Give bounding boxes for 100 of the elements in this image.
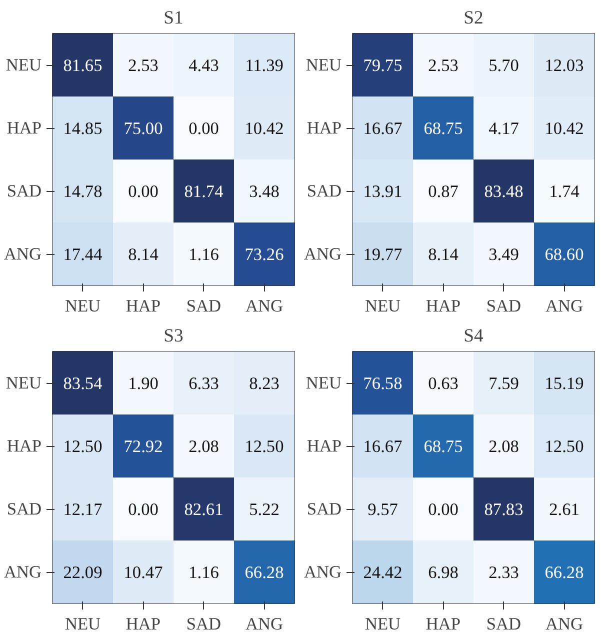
data-label: 8.14 [428, 245, 459, 264]
x-tick-label: ANG [245, 614, 284, 634]
data-label: 87.83 [484, 500, 524, 519]
data-label: 5.70 [488, 56, 519, 75]
data-label: 3.48 [249, 182, 280, 201]
y-tick-label: SAD [6, 500, 42, 518]
data-label: 73.26 [244, 245, 284, 264]
data-label: 72.92 [124, 437, 163, 456]
data-label: 66.28 [244, 563, 284, 582]
data-label: 9.57 [368, 500, 398, 519]
data-label: 0.00 [128, 500, 158, 519]
data-label: 83.54 [63, 374, 103, 393]
data-label: 22.09 [63, 563, 102, 582]
chart-title: S1 [164, 8, 184, 28]
data-label: 2.33 [488, 563, 519, 582]
y-tick-label: NEU [306, 56, 342, 74]
chart-title: S4 [464, 326, 484, 346]
data-label: 2.53 [428, 56, 458, 75]
data-label: 6.98 [428, 563, 458, 582]
x-tick-label: HAP [126, 614, 161, 634]
x-tick-label: NEU [64, 614, 102, 634]
y-tick-label: HAP [306, 118, 342, 138]
data-label: 12.17 [63, 500, 103, 519]
data-label: 81.65 [63, 56, 102, 75]
data-label: 19.77 [363, 245, 403, 264]
data-label: 81.74 [184, 182, 224, 201]
x-tick-label: ANG [545, 296, 584, 316]
data-label: 7.59 [488, 374, 519, 393]
data-label: 24.42 [363, 563, 402, 582]
data-label: 10.42 [544, 119, 584, 138]
data-label: 6.33 [188, 374, 219, 393]
data-label: 12.50 [244, 437, 284, 456]
y-tick-label: SAD [6, 182, 42, 200]
data-label: 10.47 [124, 563, 164, 582]
data-label: 0.00 [188, 119, 219, 138]
y-tick-label: SAD [306, 182, 342, 200]
y-tick-label: HAP [6, 436, 42, 456]
y-tick-label: HAP [6, 118, 42, 138]
data-label: 11.39 [245, 56, 284, 75]
data-label: 5.22 [249, 500, 280, 519]
x-tick-label: SAD [486, 296, 522, 316]
data-label: 17.44 [63, 245, 103, 264]
x-tick-label: ANG [545, 614, 584, 634]
x-tick-label: HAP [426, 296, 461, 316]
data-label: 13.91 [363, 182, 402, 201]
data-label: 15.19 [544, 374, 584, 393]
data-label: 8.14 [128, 245, 159, 264]
data-label: 2.53 [128, 56, 158, 75]
data-label: 68.75 [424, 437, 463, 456]
y-tick-label: NEU [6, 56, 42, 74]
data-label: 0.63 [428, 374, 458, 393]
data-label: 83.48 [484, 182, 524, 201]
x-tick-label: ANG [245, 296, 284, 316]
data-label: 16.67 [363, 119, 403, 138]
data-label: 0.00 [128, 182, 158, 201]
y-tick-label: HAP [306, 436, 342, 456]
chart-title: S2 [464, 8, 484, 28]
y-tick-label: ANG [4, 562, 42, 582]
data-label: 12.50 [544, 437, 584, 456]
x-tick-label: NEU [364, 296, 402, 316]
chart-title: S3 [164, 326, 184, 346]
data-label: 79.75 [363, 56, 402, 75]
data-label: 1.90 [128, 374, 158, 393]
data-label: 75.00 [124, 119, 163, 138]
data-label: 12.50 [63, 437, 102, 456]
x-tick-label: HAP [126, 296, 161, 316]
data-label: 0.87 [428, 182, 459, 201]
data-label: 10.42 [244, 119, 284, 138]
data-label: 68.60 [544, 245, 584, 264]
data-label: 4.17 [488, 119, 520, 138]
data-label: 1.16 [188, 245, 220, 264]
y-tick-label: ANG [304, 244, 342, 264]
data-label: 2.61 [549, 500, 580, 519]
data-label: 14.85 [63, 119, 102, 138]
x-tick-label: SAD [186, 614, 222, 634]
y-tick-label: NEU [306, 374, 342, 392]
data-label: 66.28 [544, 563, 584, 582]
data-label: 3.49 [488, 245, 519, 264]
data-label: 76.58 [363, 374, 402, 393]
x-tick-label: NEU [64, 296, 102, 316]
data-label: 12.03 [544, 56, 584, 75]
y-tick-label: ANG [4, 244, 42, 264]
y-tick-label: NEU [6, 374, 42, 392]
y-tick-label: ANG [304, 562, 342, 582]
data-label: 2.08 [488, 437, 519, 456]
data-label: 0.00 [428, 500, 458, 519]
y-tick-label: SAD [306, 500, 342, 518]
data-label: 82.61 [184, 500, 224, 519]
x-tick-label: HAP [426, 614, 461, 634]
data-label: 1.74 [549, 182, 580, 201]
x-tick-label: NEU [364, 614, 402, 634]
data-label: 1.16 [188, 563, 220, 582]
data-label: 2.08 [188, 437, 219, 456]
x-tick-label: SAD [486, 614, 522, 634]
data-label: 8.23 [249, 374, 280, 393]
data-label: 4.43 [188, 56, 219, 75]
data-label: 68.75 [424, 119, 463, 138]
data-label: 14.78 [63, 182, 102, 201]
x-tick-label: SAD [186, 296, 222, 316]
data-label: 16.67 [363, 437, 403, 456]
